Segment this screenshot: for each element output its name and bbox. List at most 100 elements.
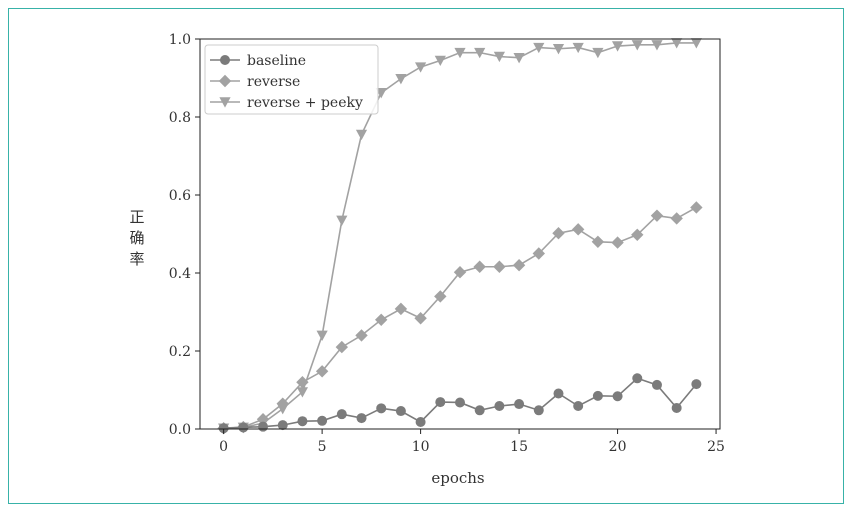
- data-point: [571, 223, 585, 236]
- data-point: [650, 209, 664, 222]
- y-tick-label: 1.0: [169, 32, 191, 48]
- data-point: [316, 330, 328, 341]
- legend-box: [204, 44, 379, 115]
- x-axis-label: epochs: [431, 469, 484, 487]
- data-point: [355, 329, 368, 342]
- data-point: [356, 413, 367, 424]
- data-point: [355, 129, 368, 141]
- data-point: [591, 235, 605, 248]
- data-point: [454, 47, 466, 59]
- data-point: [375, 313, 388, 326]
- data-point: [651, 40, 663, 51]
- data-point: [277, 420, 288, 431]
- data-point: [296, 376, 309, 389]
- data-point: [315, 365, 329, 378]
- data-point: [671, 402, 682, 413]
- data-point: [376, 403, 387, 414]
- data-point: [455, 397, 465, 408]
- data-point: [670, 212, 683, 225]
- series-baseline: [218, 373, 702, 434]
- x-tick-label: 10: [412, 439, 430, 455]
- data-point: [434, 55, 446, 67]
- data-point: [572, 42, 584, 54]
- series-reverse: [217, 201, 703, 435]
- data-point: [494, 400, 505, 411]
- legend-label: baseline: [247, 53, 306, 69]
- plot-marks: [217, 38, 703, 435]
- figure-frame: [8, 8, 844, 504]
- data-point: [395, 74, 407, 85]
- data-point: [453, 266, 467, 279]
- data-point: [611, 41, 624, 52]
- data-point: [335, 340, 349, 354]
- data-point: [533, 42, 545, 54]
- x-tick-label: 25: [707, 439, 725, 455]
- data-point: [592, 390, 603, 401]
- data-point: [532, 247, 545, 260]
- data-point: [336, 409, 347, 420]
- data-point: [514, 399, 525, 410]
- data-point: [493, 51, 505, 63]
- data-point: [297, 416, 308, 427]
- legend-marker: [218, 74, 232, 88]
- data-point: [513, 52, 525, 64]
- data-point: [395, 406, 406, 417]
- data-point: [317, 415, 328, 426]
- data-point: [473, 260, 486, 273]
- axes-box: [199, 38, 721, 430]
- data-point: [336, 215, 348, 226]
- data-point: [671, 38, 683, 49]
- x-tick-label: 15: [510, 439, 528, 455]
- data-point: [533, 405, 544, 416]
- data-point: [573, 400, 584, 411]
- x-tick-label: 0: [219, 439, 228, 455]
- data-point: [296, 387, 309, 398]
- data-point: [592, 47, 604, 59]
- data-point: [512, 259, 526, 272]
- data-point: [415, 62, 427, 73]
- legend-label: reverse: [247, 74, 300, 90]
- data-point: [415, 416, 426, 427]
- data-point: [690, 38, 702, 49]
- y-axis-label-char: 确: [129, 229, 144, 247]
- data-point: [632, 373, 643, 384]
- data-point: [276, 397, 289, 410]
- data-point: [394, 302, 408, 316]
- data-point: [434, 290, 447, 303]
- axis-ticks: 0 5 10 15 20 25 0.0 0.2 0.4 0.6 0.8 1.0: [169, 32, 725, 455]
- data-point: [552, 227, 565, 240]
- data-point: [553, 388, 564, 399]
- data-point: [691, 379, 702, 390]
- y-axis-label-char: 率: [129, 250, 144, 268]
- y-tick-label: 0.2: [169, 344, 191, 360]
- y-tick-label: 0.8: [169, 110, 191, 126]
- legend-label: reverse + peeky: [247, 95, 363, 111]
- data-point: [414, 312, 427, 325]
- data-point: [238, 422, 249, 433]
- data-point: [493, 260, 506, 273]
- legend: baseline reverse reverse + peeky: [204, 44, 379, 115]
- legend-marker: [219, 97, 231, 108]
- data-point: [631, 40, 643, 51]
- data-point: [474, 405, 485, 416]
- data-point: [474, 47, 486, 59]
- data-point: [631, 228, 644, 241]
- data-point: [552, 43, 565, 55]
- data-point: [651, 379, 662, 390]
- y-tick-label: 0.6: [169, 188, 191, 204]
- y-tick-label: 0.0: [169, 422, 191, 438]
- data-point: [258, 421, 269, 432]
- x-tick-label: 5: [318, 439, 327, 455]
- data-point: [612, 391, 623, 402]
- legend-marker: [220, 55, 230, 65]
- y-tick-label: 0.4: [169, 266, 191, 282]
- data-point: [611, 236, 624, 249]
- data-point: [256, 413, 270, 426]
- data-point: [435, 397, 446, 408]
- data-point: [690, 201, 703, 214]
- y-axis-label-char: 正: [129, 208, 144, 226]
- series-line: [223, 206, 697, 430]
- data-point: [218, 423, 229, 434]
- y-axis-label: 正确率: [129, 208, 144, 268]
